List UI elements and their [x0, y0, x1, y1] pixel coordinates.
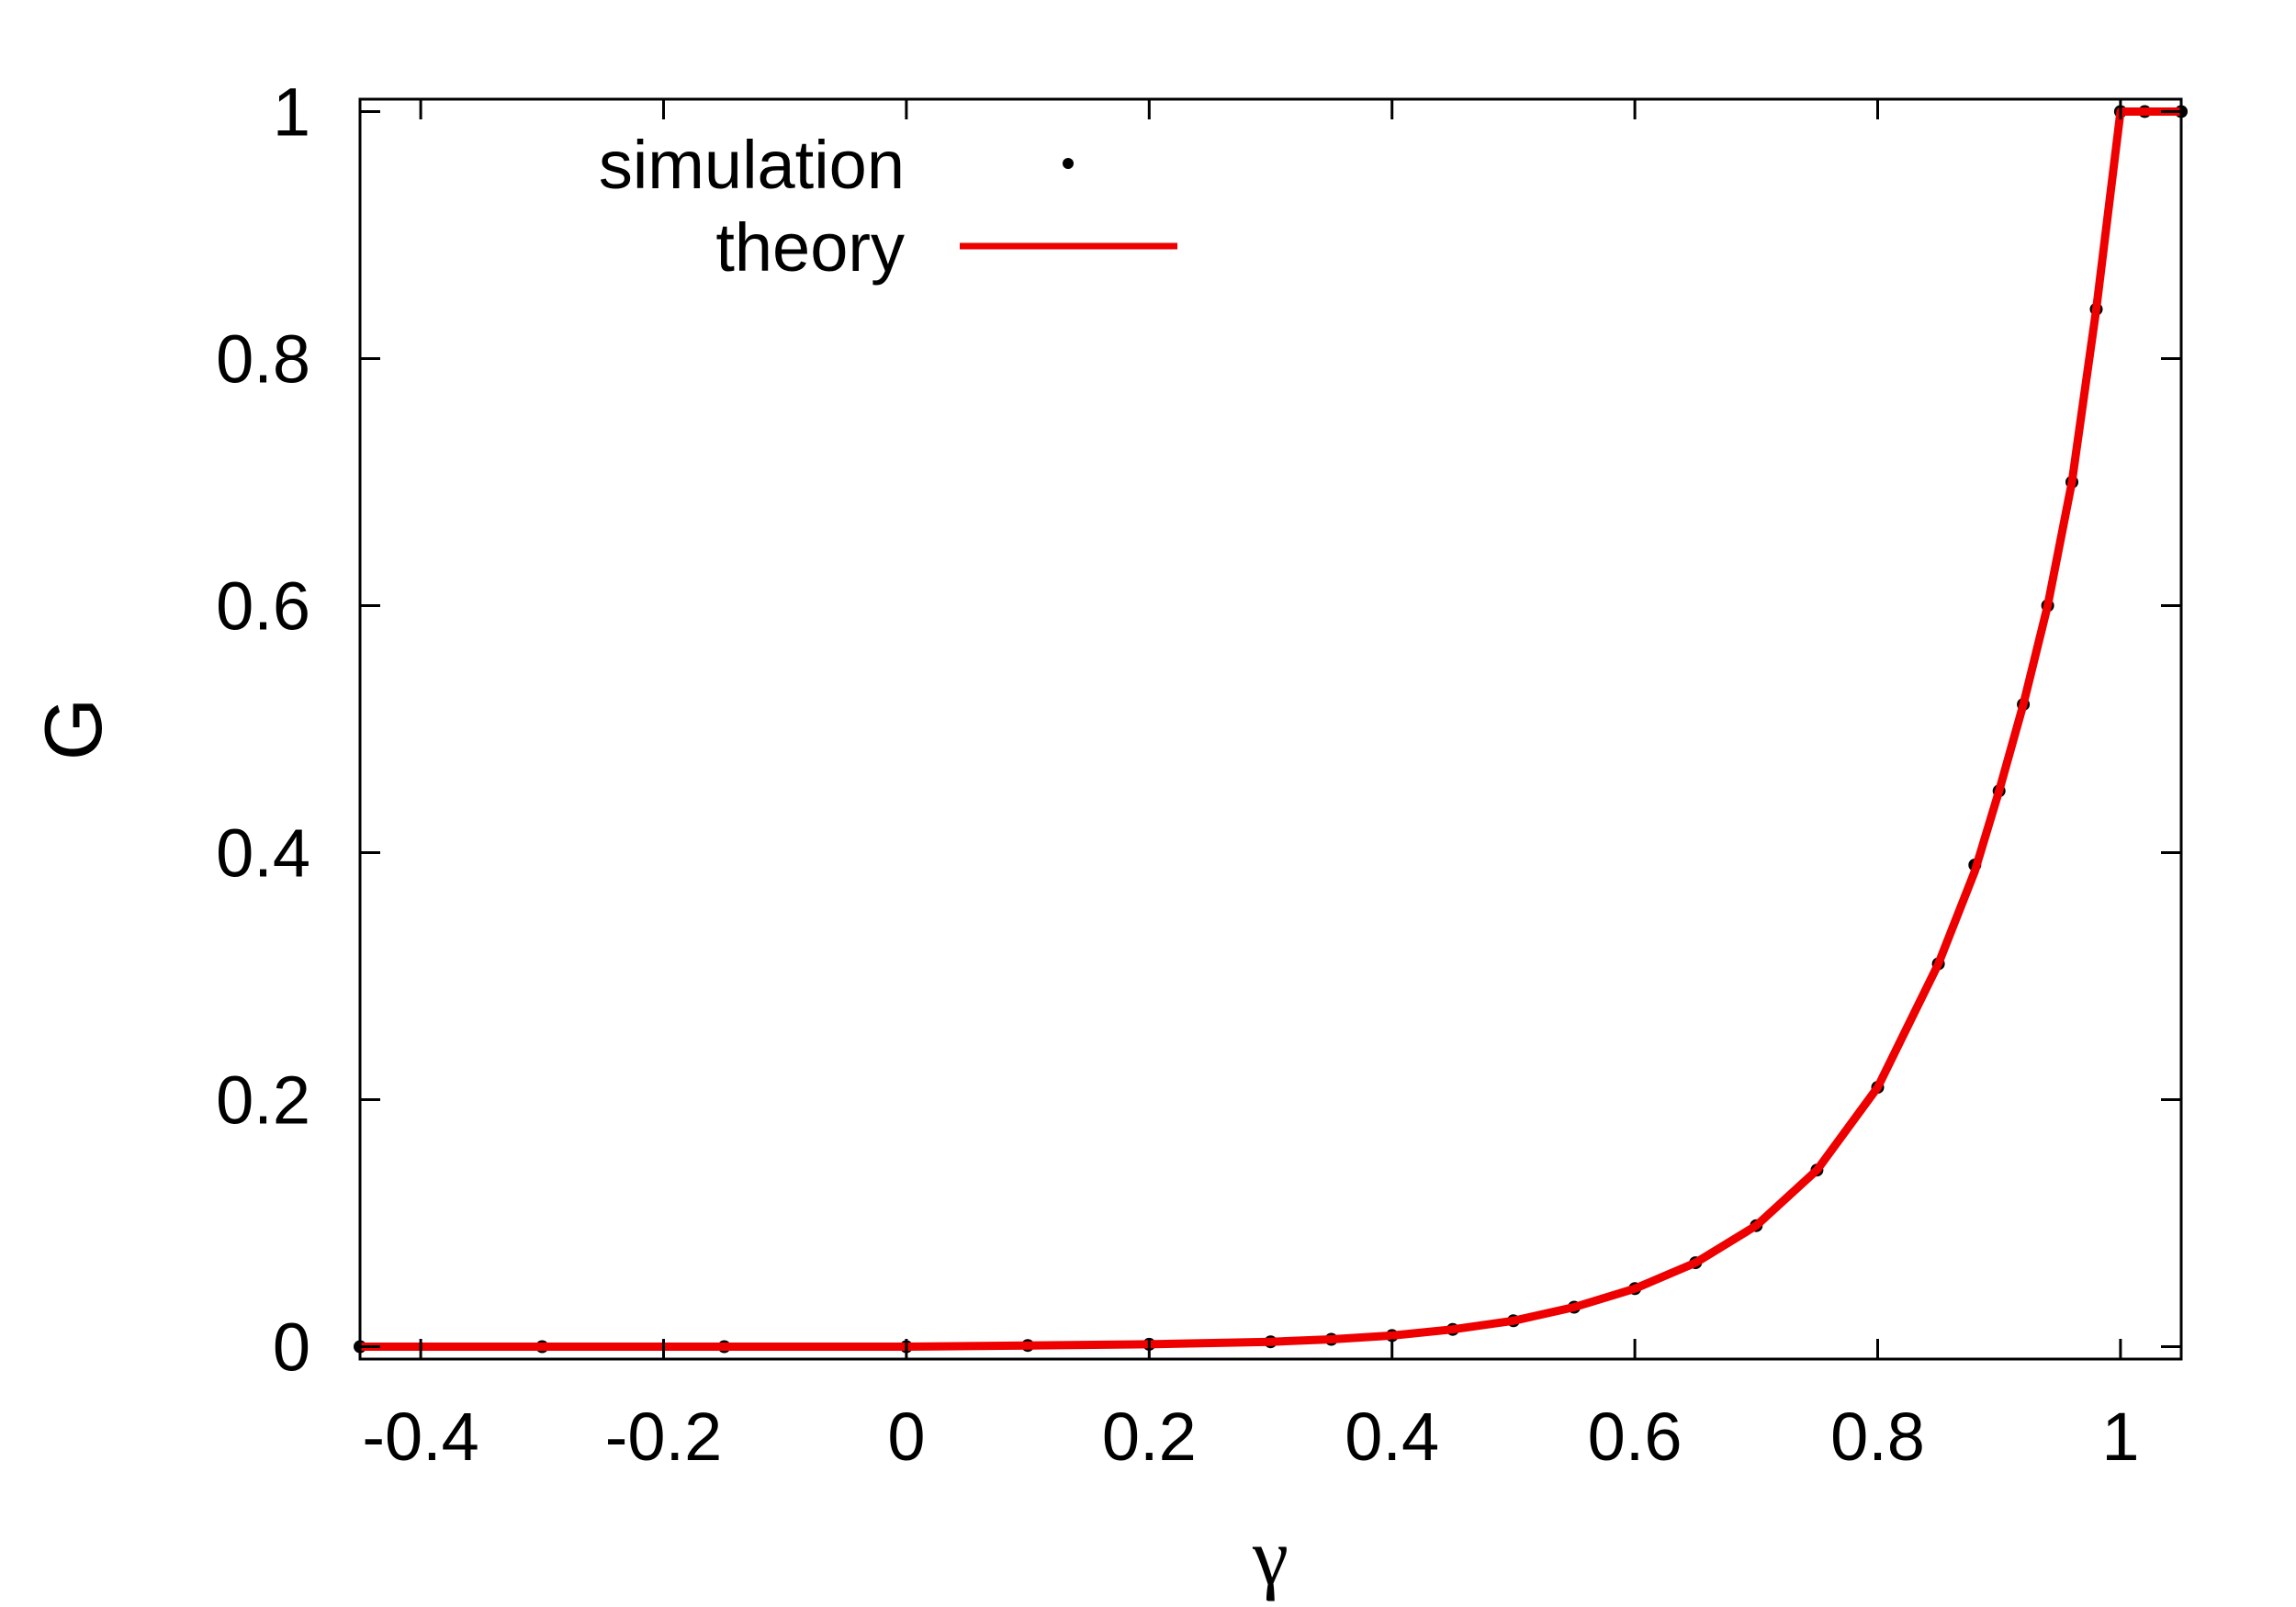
- x-tick-label: 0.8: [1830, 1399, 1925, 1475]
- theory-line: [360, 107, 2181, 1351]
- y-tick-label: 0.8: [216, 320, 310, 397]
- axis-ticks: [360, 99, 2181, 1359]
- legend: simulation theory: [599, 127, 1177, 286]
- simulation-points: [354, 105, 2188, 1354]
- legend-label-theory: theory: [715, 209, 905, 286]
- x-tick-label: 0: [887, 1399, 925, 1475]
- y-tick-labels: 0 0.2 0.4 0.6 0.8 1: [216, 73, 310, 1385]
- x-tick-label: 1: [2101, 1399, 2139, 1475]
- x-tick-label: -0.4: [362, 1399, 479, 1475]
- x-tick-label: 0.6: [1588, 1399, 1683, 1475]
- x-tick-labels: -0.4 -0.2 0 0.2 0.4 0.6 0.8 1: [362, 1399, 2139, 1475]
- theory-layer: [360, 107, 2181, 1351]
- x-tick-label: 0.4: [1345, 1399, 1439, 1475]
- legend-label-simulation: simulation: [599, 127, 905, 203]
- x-tick-label: 0.2: [1102, 1399, 1197, 1475]
- y-tick-label: 0.4: [216, 815, 310, 892]
- y-axis-label: G: [28, 698, 118, 760]
- x-tick-label: -0.2: [605, 1399, 723, 1475]
- y-tick-label: 0.6: [216, 568, 310, 644]
- y-tick-label: 0: [273, 1309, 310, 1386]
- x-axis-label: γ: [1252, 1513, 1289, 1602]
- legend-marker-simulation: [1063, 158, 1074, 169]
- y-tick-label: 0.2: [216, 1062, 310, 1139]
- y-tick-label: 1: [273, 73, 310, 150]
- plot-frame: [358, 97, 2183, 1361]
